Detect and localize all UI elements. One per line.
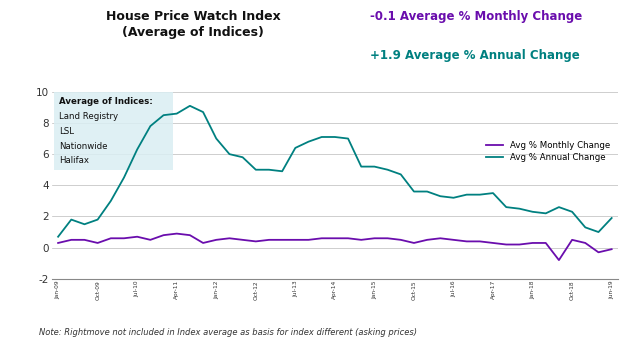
Text: Average of Indices:: Average of Indices: — [59, 97, 153, 106]
Legend: Avg % Monthly Change, Avg % Annual Change: Avg % Monthly Change, Avg % Annual Chang… — [483, 137, 614, 166]
Text: +1.9 Average % Annual Change: +1.9 Average % Annual Change — [370, 49, 580, 62]
Text: Nationwide: Nationwide — [59, 142, 108, 151]
Text: LSL: LSL — [59, 127, 74, 136]
Text: Land Registry: Land Registry — [59, 112, 118, 121]
Text: Halifax: Halifax — [59, 156, 89, 166]
Text: -0.1 Average % Monthly Change: -0.1 Average % Monthly Change — [370, 10, 583, 23]
Text: Note: Rightmove not included in Index average as basis for index different (aski: Note: Rightmove not included in Index av… — [39, 328, 417, 337]
FancyBboxPatch shape — [54, 91, 173, 170]
Text: House Price Watch Index
(Average of Indices): House Price Watch Index (Average of Indi… — [106, 10, 281, 39]
